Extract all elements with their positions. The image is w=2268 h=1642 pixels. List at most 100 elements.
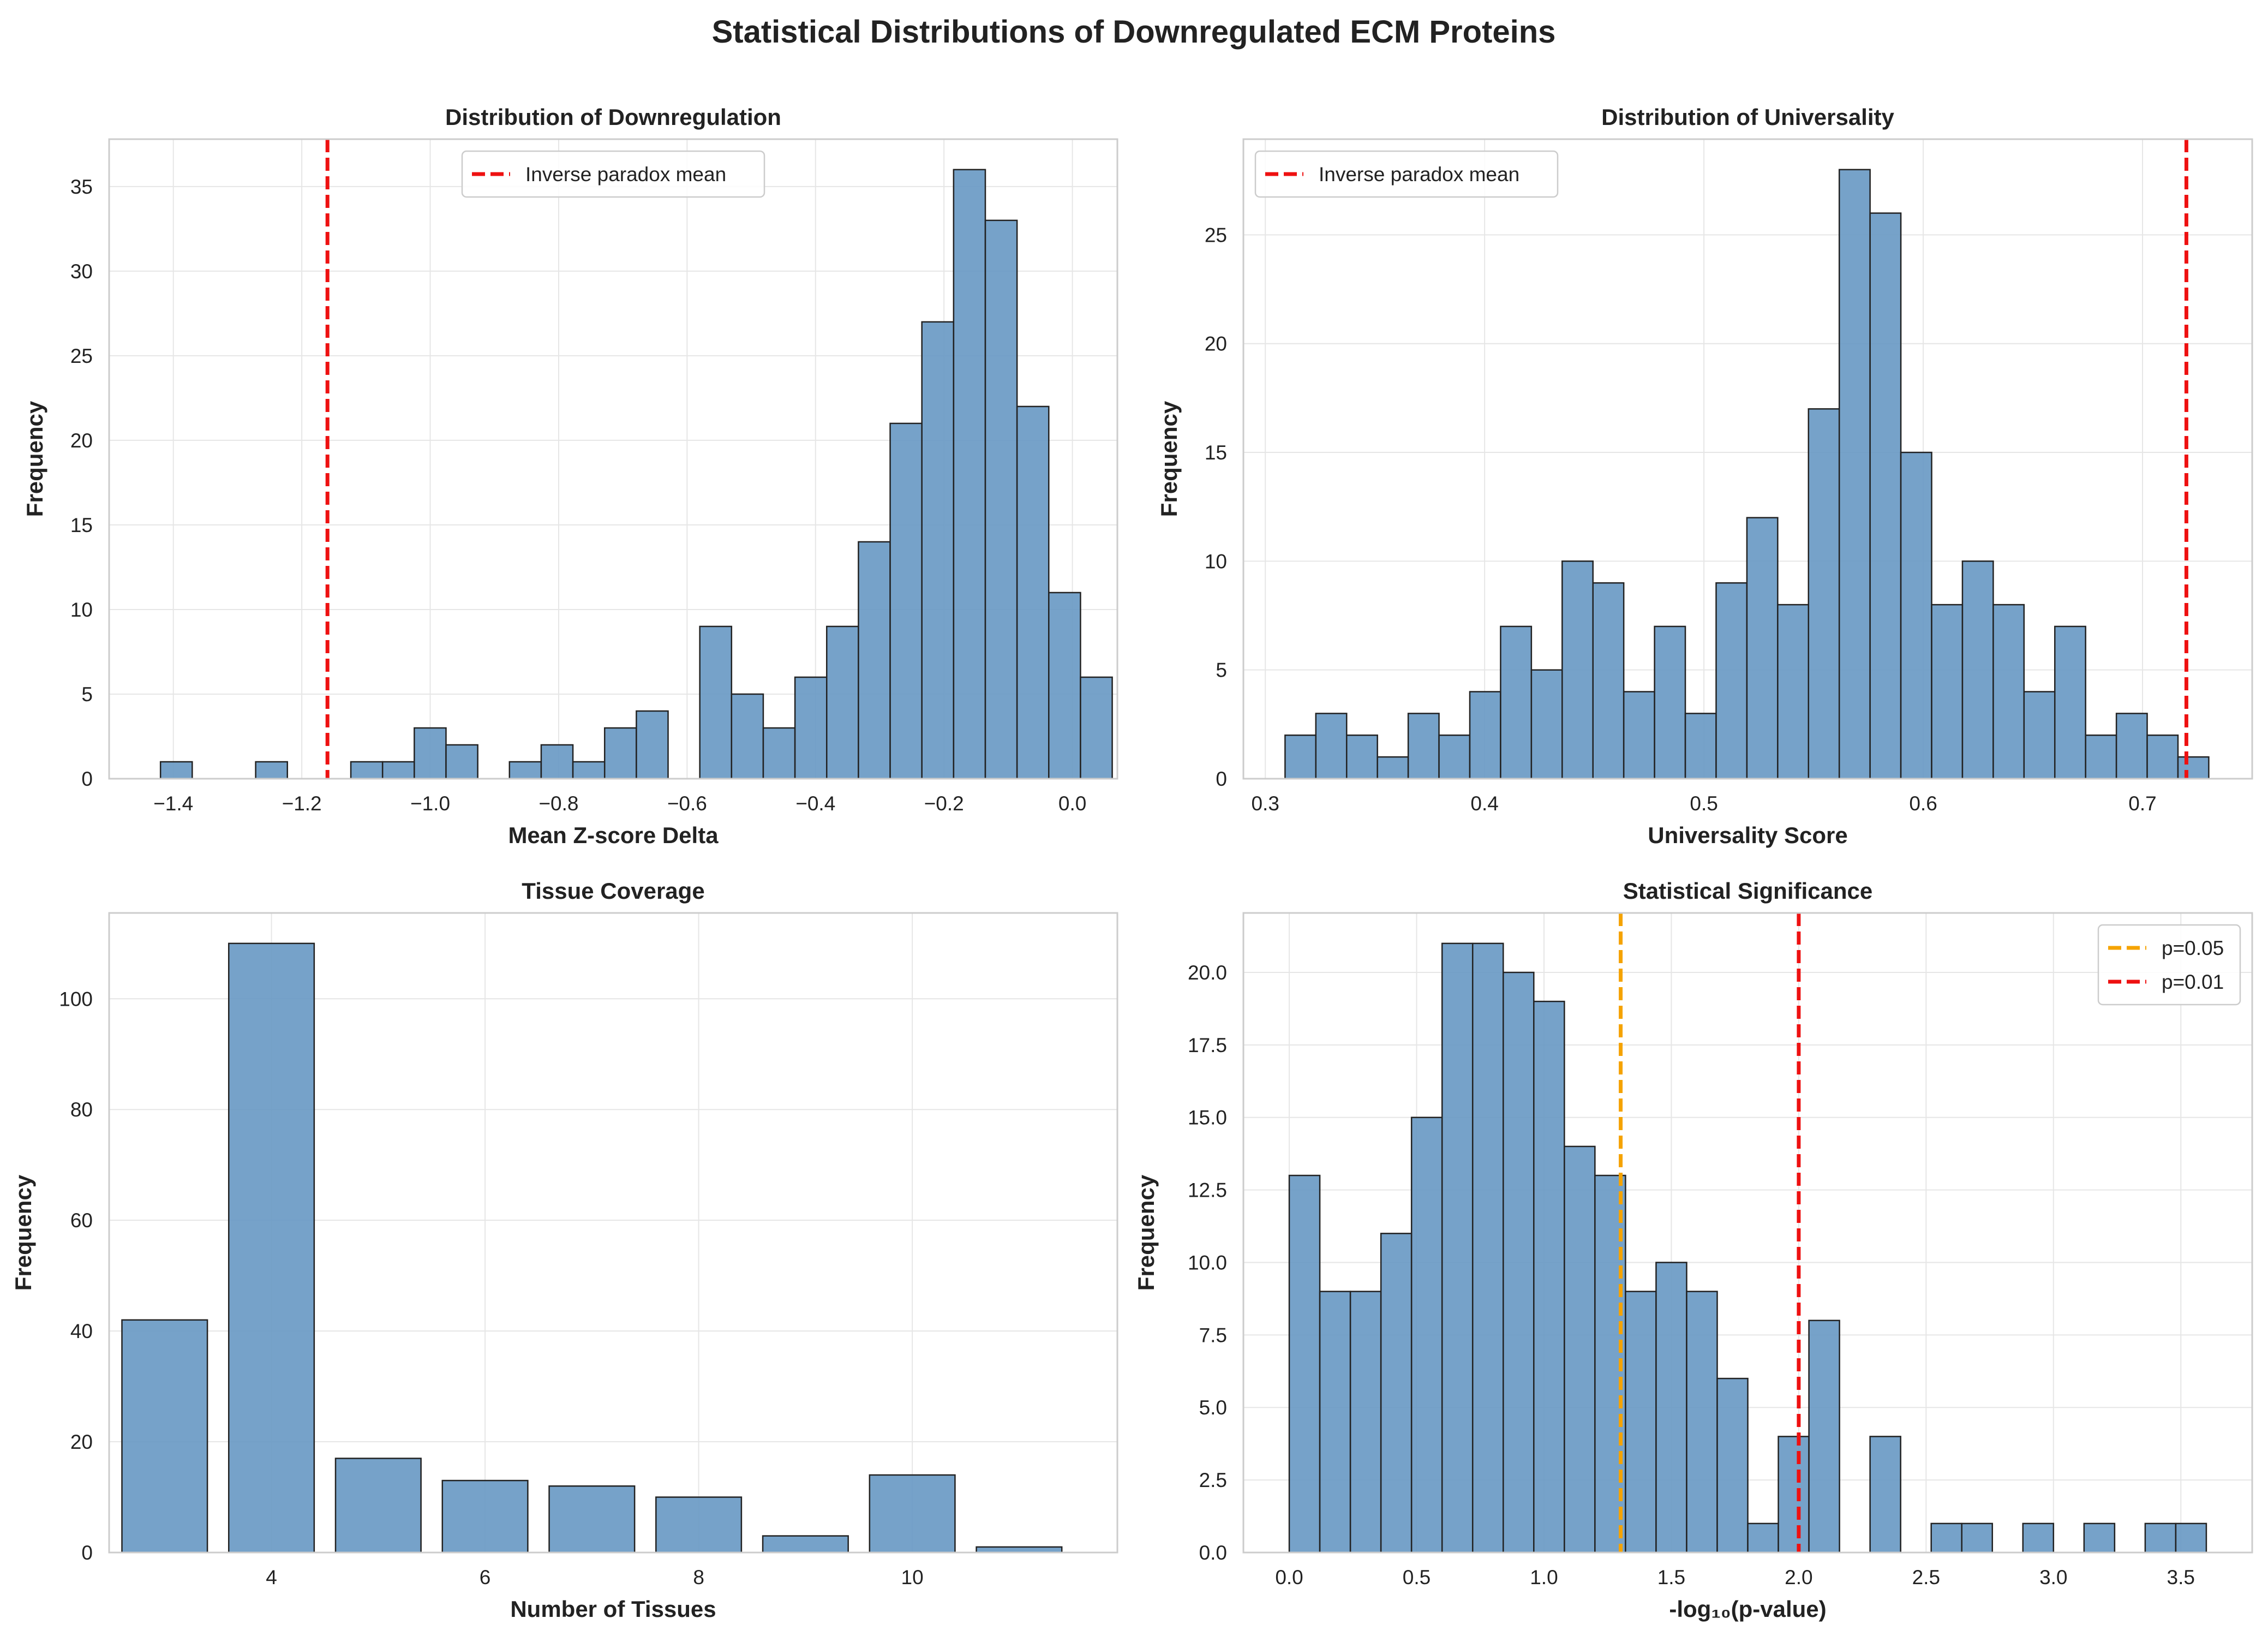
histogram-bar [1992,604,2025,780]
x-tick-label: 2.5 [1912,1566,1940,1589]
legend-box [461,150,765,198]
chart-title: Distribution of Downregulation [445,104,781,130]
bar [548,1485,636,1554]
histogram-bar [2144,1522,2177,1554]
y-tick-label: 0.0 [1199,1542,1227,1564]
bar [334,1458,422,1554]
x-tick-label: 1.5 [1657,1566,1685,1589]
histogram-bar [350,761,384,780]
histogram-bar [445,744,478,780]
histogram-bar [1284,735,1317,780]
histogram-bar [255,761,289,780]
x-tick-label: −0.4 [795,792,835,815]
histogram-bar [1654,625,1686,780]
y-tick-label: 0 [81,768,93,790]
significance-chart: 0.0 0.5 1.0 1.5 2.0 2.5 3.0 3.5 0.0 2.5 5.0 7.5 10.0… [1133,878,2253,1622]
x-tick-label: 4 [266,1566,277,1589]
x-tick-label: −0.2 [924,792,964,815]
histogram-bar [1016,405,1050,780]
histogram-bar [1533,1000,1565,1554]
bar [762,1535,849,1554]
y-tick-label: 30 [70,260,93,283]
x-tick-label: 0.0 [1058,792,1086,815]
chart-title: Statistical Significance [1623,878,1873,904]
figure-title: Statistical Distributions of Downregulat… [712,14,1556,50]
histogram-bar [1961,560,1994,780]
bars [1288,942,2207,1554]
histogram-bar [1080,676,1113,780]
histogram-bar [572,761,606,780]
y-tick-label: 25 [70,345,93,367]
histogram-bar [1625,1291,1657,1554]
legend: Inverse paradox mean [461,150,765,198]
bars [1284,169,2210,780]
histogram-bar [1808,1319,1840,1554]
histogram-bar [2023,691,2056,780]
y-tick-label: 10 [1205,550,1227,572]
legend: p=0.05 p=0.01 [2097,924,2241,1006]
histogram-bar [1288,1174,1321,1554]
bar [228,942,315,1554]
y-tick-label: 0 [81,1542,93,1564]
x-tick-label: −1.4 [153,792,193,815]
histogram-bar [2146,735,2179,780]
histogram-bar [889,422,923,780]
histogram-bar [953,169,986,780]
histogram-bar [1410,1116,1443,1554]
histogram-bar [1930,1522,1962,1554]
histogram-bar [1592,582,1625,780]
y-tick-label: 20 [1205,333,1227,355]
histogram-bar [381,761,415,780]
histogram-bar [1684,713,1717,780]
x-axis-label: -log₁₀(p-value) [1669,1596,1826,1622]
histogram-bar [2054,625,2086,780]
histogram-bar [1500,625,1533,780]
histogram-bar [1319,1291,1351,1554]
bar [869,1474,956,1554]
plot-frame [1242,912,2253,1554]
histogram-bar [1349,1291,1382,1554]
y-tick-label: 5 [1216,659,1227,682]
x-tick-label: 0.5 [1403,1566,1431,1589]
y-axis-label: Frequency [1156,401,1182,517]
histogram-bar [1777,604,1810,780]
y-tick-label: 17.5 [1188,1034,1227,1056]
x-tick-label: 0.4 [1470,792,1498,815]
x-tick-label: 8 [693,1566,704,1589]
y-tick-label: 15 [70,514,93,536]
histogram-bar [508,761,542,780]
plot-frame [108,138,1118,780]
histogram-bar [2022,1522,2055,1554]
histogram-bar [1623,691,1655,780]
y-axis-label: Frequency [1133,1174,1159,1291]
universality-chart: 0.3 0.4 0.5 0.6 0.7 0 5 10 15 20 25 Distribution of… [1156,104,2253,848]
y-tick-label: 40 [70,1320,93,1342]
histogram-bar [1808,408,1840,780]
bar [655,1496,743,1554]
y-tick-label: 25 [1205,224,1227,246]
y-tick-label: 0 [1216,768,1227,790]
chart-title: Distribution of Universality [1601,104,1894,130]
histogram-bar [984,219,1018,780]
histogram-bar [1503,971,1535,1554]
histogram-bar [159,761,193,780]
x-tick-label: 2.0 [1785,1566,1812,1589]
histogram-bar [540,744,574,780]
histogram-bar [921,321,955,780]
x-tick-label: 0.3 [1251,792,1279,815]
x-tick-label: −0.8 [538,792,578,815]
legend-box [1254,150,1559,198]
y-tick-label: 20.0 [1188,962,1227,984]
histogram-bar [1961,1522,1993,1554]
y-tick-label: 5 [81,683,93,706]
histogram-bar [1380,1233,1413,1554]
legend-label: Inverse paradox mean [525,163,726,186]
y-tick-label: 100 [59,988,93,1010]
y-axis-label: Frequency [10,1174,36,1291]
downregulation-chart: −1.4 −1.2 −1.0 −0.8 −0.6 −0.4 −0.2 0.0 0 5 10 15 20 2… [22,104,1118,848]
legend: Inverse paradox mean [1254,150,1559,198]
y-tick-label: 20 [70,429,93,452]
y-tick-label: 2.5 [1199,1469,1227,1491]
histogram-bar [1469,691,1501,780]
